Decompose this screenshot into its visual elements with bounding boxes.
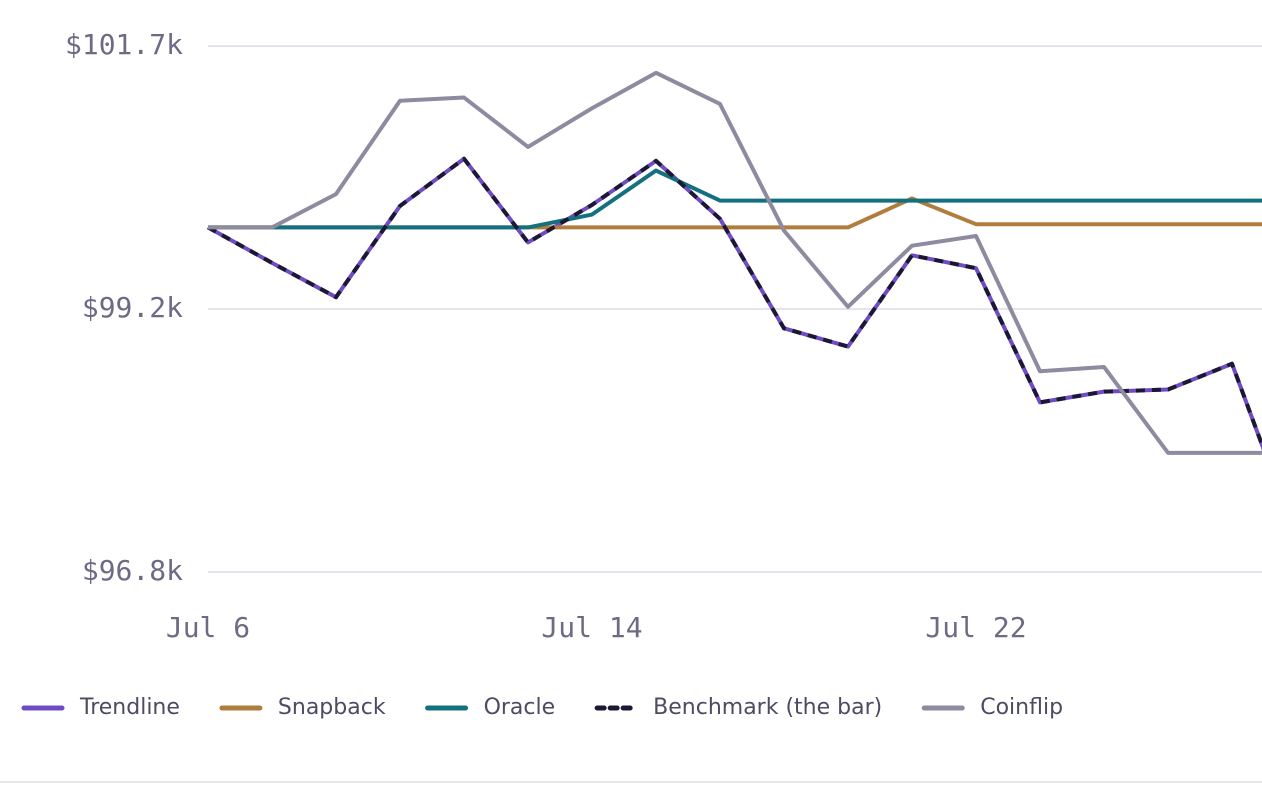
legend-label: Snapback [278,695,386,720]
legend-label: Oracle [484,695,556,720]
series-line [208,196,1262,230]
series-line [207,156,1262,451]
y-tick-label: $96.8k [82,554,183,587]
x-tick-label: Jul 22 [925,611,1026,644]
x-tick-label: Jul 14 [541,611,642,644]
series-line [207,156,1262,451]
legend-label: Benchmark (the bar) [653,695,882,720]
x-tick-label: Jul 6 [166,611,250,644]
legend-label: Trendline [79,695,180,720]
series-line [208,70,1262,455]
y-tick-label: $101.7k [65,28,183,61]
y-tick-label: $99.2k [82,291,183,324]
legend-label: Coinflip [980,695,1063,720]
series-line [208,168,1262,230]
